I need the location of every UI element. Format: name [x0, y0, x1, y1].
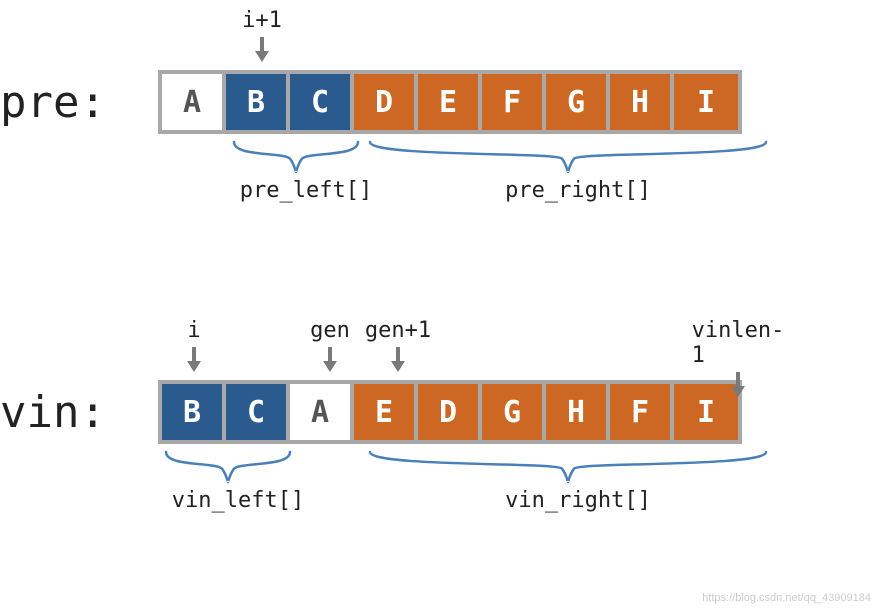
pre-cell-8: I	[674, 74, 738, 130]
vin-cell-5: G	[482, 384, 546, 440]
pre-cell-3: D	[354, 74, 418, 130]
pointer-label: i+1	[242, 8, 282, 33]
vin-row: vin:BCAEDGHFIi gen gen+1 vinlen-1 vin_le…	[0, 380, 742, 444]
vin-cell-3: E	[354, 384, 418, 440]
pointer-label: vinlen-1	[692, 318, 785, 368]
pre-brace-label: pre_left[]	[226, 178, 386, 203]
vin-cell-0: B	[162, 384, 226, 440]
pointer-label: gen	[310, 318, 350, 343]
pre-label: pre:	[0, 77, 150, 128]
pre-cell-5: F	[482, 74, 546, 130]
vin-pointer-gen1: gen+1	[358, 318, 438, 373]
vin-pointer-vinlen1: vinlen-1	[698, 318, 778, 398]
down-arrow-icon	[184, 345, 204, 373]
vin-brace	[162, 450, 294, 488]
vin-cell-4: D	[418, 384, 482, 440]
vin-pointer-i: i	[154, 318, 234, 373]
pre-brace-label: pre_right[]	[498, 178, 658, 203]
pointer-label: gen+1	[365, 318, 431, 343]
vin-brace-label: vin_left[]	[158, 488, 318, 513]
vin-track: BCAEDGHFI	[158, 380, 742, 444]
vin-cell-7: F	[610, 384, 674, 440]
pre-track: ABCDEFGHI	[158, 70, 742, 134]
brace-icon	[366, 140, 770, 174]
watermark: https://blog.csdn.net/qq_43909184	[702, 592, 871, 604]
vin-cell-2: A	[290, 384, 354, 440]
down-arrow-icon	[320, 345, 340, 373]
pre-row: pre:ABCDEFGHIi+1 pre_left[] pre_right[]	[0, 70, 742, 134]
vin-brace	[366, 450, 770, 488]
pre-cell-7: H	[610, 74, 674, 130]
pre-cell-6: G	[546, 74, 610, 130]
pre-pointer-i1: i+1	[222, 8, 302, 63]
pre-brace	[366, 140, 770, 178]
pre-cell-0: A	[162, 74, 226, 130]
vin-brace-label: vin_right[]	[498, 488, 658, 513]
pre-brace	[230, 140, 362, 178]
brace-icon	[162, 450, 294, 484]
brace-icon	[230, 140, 362, 174]
pre-cell-4: E	[418, 74, 482, 130]
vin-cell-6: H	[546, 384, 610, 440]
down-arrow-icon	[252, 35, 272, 63]
brace-icon	[366, 450, 770, 484]
pre-cell-1: B	[226, 74, 290, 130]
pointer-label: i	[187, 318, 200, 343]
pre-cell-2: C	[290, 74, 354, 130]
down-arrow-icon	[728, 370, 748, 398]
vin-cell-1: C	[226, 384, 290, 440]
vin-label: vin:	[0, 387, 150, 438]
down-arrow-icon	[388, 345, 408, 373]
